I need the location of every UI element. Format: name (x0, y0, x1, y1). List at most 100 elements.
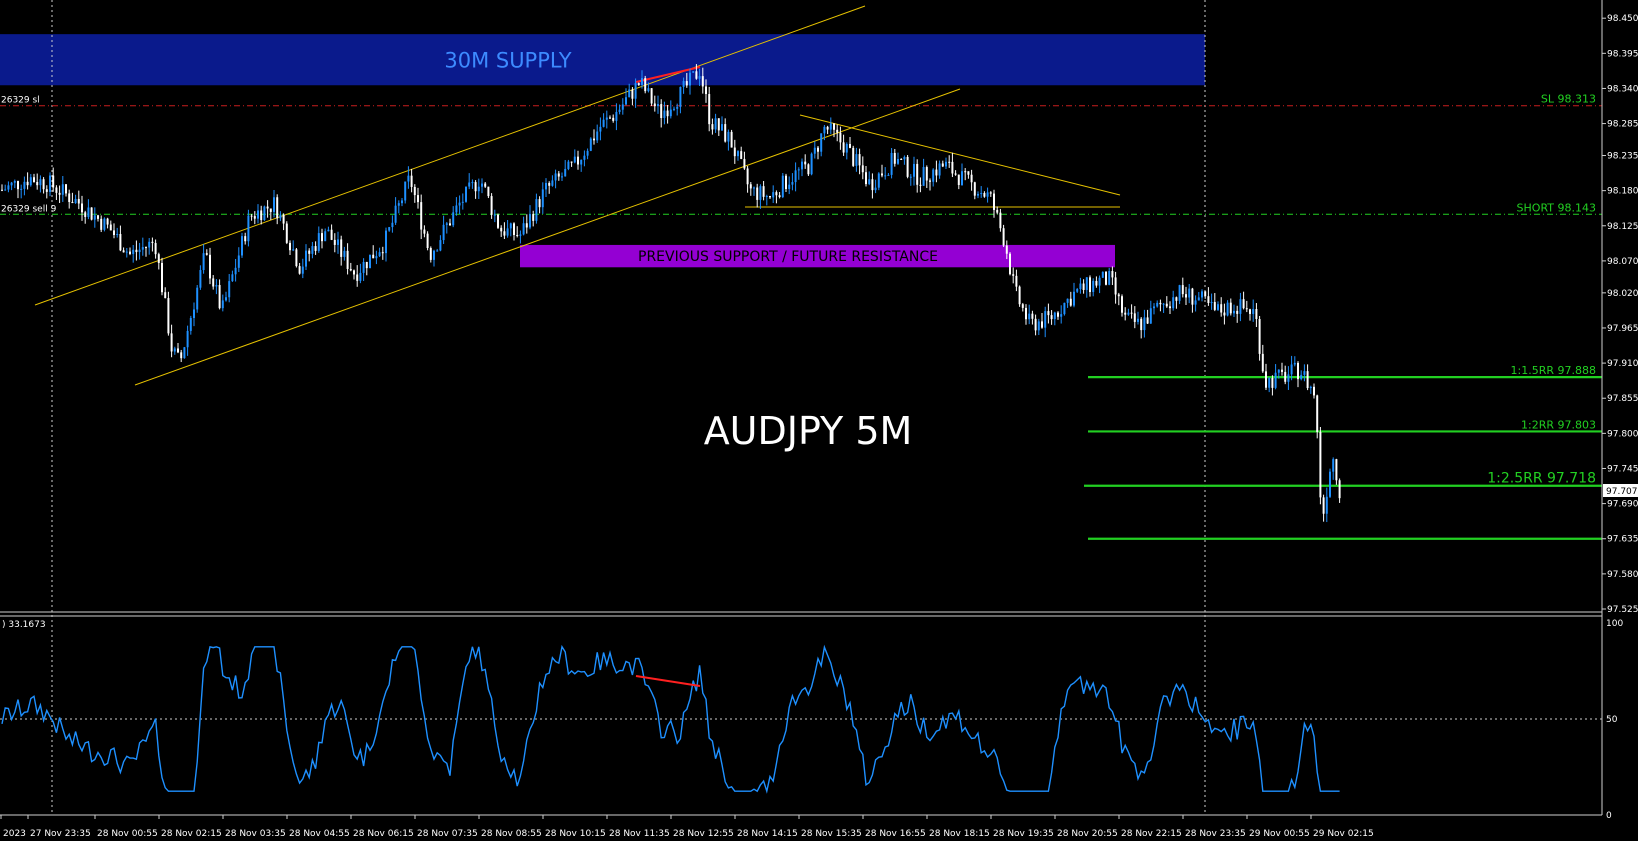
candle-body (429, 247, 432, 260)
candle-body (605, 117, 608, 120)
candle-body (1220, 304, 1223, 313)
candle-body (234, 267, 237, 275)
candle-body (535, 199, 538, 221)
candle-body (506, 228, 509, 236)
candle-body (10, 182, 13, 186)
candle-body (266, 206, 269, 209)
candle-body (1057, 312, 1059, 317)
support-zone-rect (520, 244, 1115, 268)
time-tick-label: 28 Nov 22:15 (1121, 829, 1182, 839)
candle-body (589, 138, 592, 151)
candle-body (276, 197, 279, 219)
candle-body (1117, 294, 1120, 297)
candle-body (228, 281, 231, 298)
candle-body (1092, 280, 1095, 292)
candle-body (532, 214, 535, 221)
candle-body (1041, 321, 1043, 328)
candle-body (733, 147, 736, 157)
candle-body (119, 234, 122, 251)
candle-body (561, 176, 563, 178)
candle-body (1309, 386, 1312, 389)
price-tick-label: 98.450 (1607, 14, 1638, 24)
levels: SL 98.313 SHORT 98.143 1:1.5RR 97.888 1:2RR… (0, 93, 1602, 540)
candle-body (474, 182, 477, 192)
candle-body (807, 164, 810, 175)
candle-body (205, 253, 208, 255)
level-label: 1:2RR 97.803 (1521, 418, 1596, 431)
candle-body (647, 88, 650, 92)
candle-body (49, 175, 51, 192)
candle-body (116, 234, 119, 236)
candle-body (797, 169, 800, 171)
candle-body (1274, 372, 1277, 388)
candle-body (903, 156, 906, 160)
candle-body (941, 163, 944, 167)
time-tick-label: 28 Nov 18:15 (929, 829, 990, 839)
candle-body (1031, 313, 1034, 319)
candle-body (1060, 314, 1063, 317)
candle-body (554, 173, 557, 181)
candle-body (1050, 315, 1053, 320)
candle-body (391, 222, 394, 228)
candle-body (1133, 313, 1136, 322)
candle-body (986, 192, 989, 197)
candle-body (388, 227, 391, 231)
candle-body (644, 78, 647, 92)
candle-body (381, 252, 384, 254)
candle-body (1322, 497, 1325, 514)
candle-body (772, 192, 775, 198)
candle-body (842, 142, 845, 153)
symbol-label: AUDJPY 5M (704, 409, 913, 453)
candle-body (1223, 312, 1226, 316)
candle-body (679, 86, 682, 107)
candle-body (129, 251, 131, 254)
candle-body (337, 239, 339, 245)
candle-body (493, 214, 496, 216)
candle-body (164, 292, 167, 299)
price-tick-label: 98.285 (1607, 120, 1638, 130)
candle-body (1121, 296, 1123, 313)
candle-body (1009, 253, 1011, 275)
candle-body (1277, 369, 1280, 373)
candle-body (567, 161, 570, 169)
candle-body (1124, 312, 1127, 315)
candle-body (618, 109, 621, 112)
candle-body (1185, 294, 1187, 298)
candle-body (212, 278, 215, 287)
candle-body (308, 250, 311, 254)
price-tick-label: 97.635 (1607, 535, 1638, 545)
candle-body (557, 173, 560, 177)
candle-body (138, 249, 141, 253)
candle-body (401, 200, 403, 204)
candle-body (218, 285, 221, 309)
candle-body (321, 233, 323, 242)
candle-body (871, 179, 874, 191)
candle-body (1207, 296, 1210, 303)
candle-body (161, 262, 163, 293)
candle-body (660, 104, 663, 119)
level-label: SL 98.313 (1541, 93, 1596, 106)
candle-body (103, 218, 106, 230)
candle-body (996, 209, 999, 213)
current-price-label: 97.707 (1606, 487, 1638, 497)
candle-body (317, 233, 320, 251)
candle-body (199, 270, 202, 288)
candle-body (1265, 371, 1267, 388)
candle-body (260, 210, 263, 221)
candle-body (682, 81, 685, 87)
candle-body (925, 167, 928, 181)
candle-body (1287, 374, 1290, 382)
candle-body (794, 170, 797, 183)
candle-body (833, 123, 835, 130)
candle-body (90, 207, 93, 220)
candle-body (461, 201, 464, 203)
descending-trendline (799, 114, 1121, 196)
time-tick-label: 28 Nov 12:55 (673, 829, 734, 839)
candle-body (836, 129, 839, 133)
candle-body (186, 330, 189, 348)
candle-body (541, 189, 544, 208)
candle-body (900, 158, 903, 160)
candle-body (452, 212, 455, 226)
candle-body (897, 158, 899, 164)
